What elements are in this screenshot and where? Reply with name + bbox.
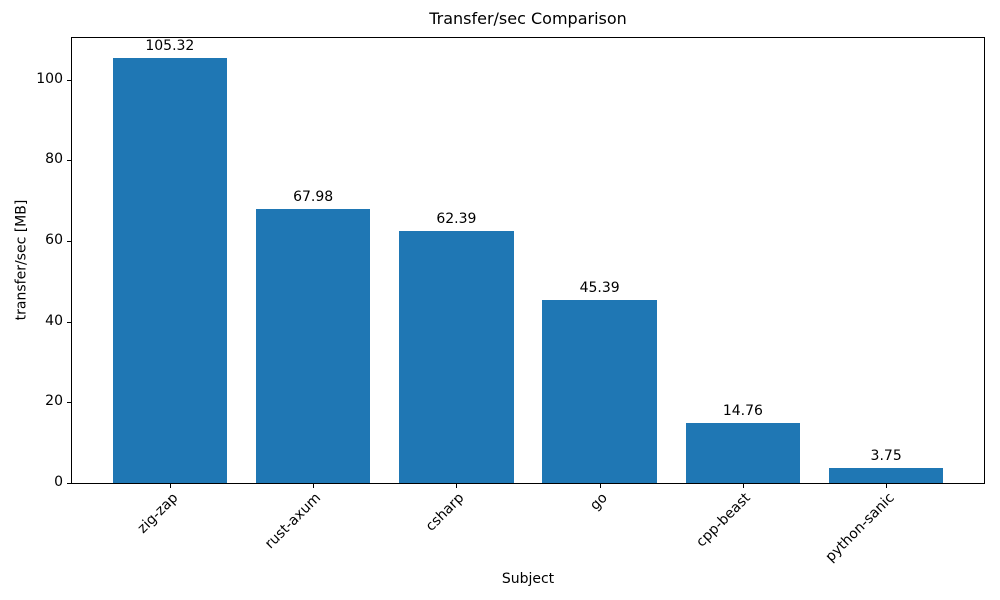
y-tick-mark: [67, 160, 71, 162]
bar: [542, 299, 657, 483]
bar-value-label: 3.75: [870, 447, 902, 464]
y-tick-label: 20: [45, 393, 63, 410]
bar-value-label: 45.39: [579, 279, 620, 296]
x-tick-mark: [456, 484, 458, 488]
x-tick-mark: [313, 484, 315, 488]
bar-value-label: 14.76: [722, 403, 763, 420]
y-tick-mark: [67, 402, 71, 404]
y-tick-mark: [67, 241, 71, 243]
y-tick-label: 100: [36, 70, 63, 87]
x-tick-label: rust-axum: [262, 490, 325, 553]
y-tick-mark: [67, 321, 71, 323]
y-tick-label: 0: [54, 474, 63, 490]
x-tick-mark: [886, 484, 888, 488]
bar: [685, 423, 801, 483]
bar: [112, 58, 228, 483]
bar: [255, 208, 371, 483]
chart-title: Transfer/sec Comparison: [429, 9, 627, 28]
x-tick-mark: [169, 484, 171, 488]
y-tick-mark: [67, 483, 71, 484]
bar-value-label: 62.39: [436, 211, 477, 228]
bar-value-label: 105.32: [145, 38, 195, 55]
x-tick-label: go: [587, 490, 611, 514]
x-tick-label: python-sanic: [822, 490, 898, 566]
x-tick-label: cpp-beast: [693, 490, 755, 551]
y-tick-label: 60: [45, 232, 63, 249]
x-tick-mark: [599, 484, 601, 488]
bar: [399, 231, 514, 483]
y-tick-label: 80: [45, 151, 63, 168]
y-tick-label: 40: [45, 312, 63, 329]
bar: [828, 467, 944, 483]
y-axis-label: transfer/sec [MB]: [13, 199, 30, 321]
x-tick-label: zig-zap: [134, 490, 182, 537]
x-axis-label: Subject: [501, 571, 555, 587]
x-tick-mark: [742, 484, 744, 488]
x-tick-label: csharp: [423, 490, 468, 535]
y-tick-mark: [67, 79, 71, 81]
bar-value-label: 67.98: [293, 188, 334, 205]
